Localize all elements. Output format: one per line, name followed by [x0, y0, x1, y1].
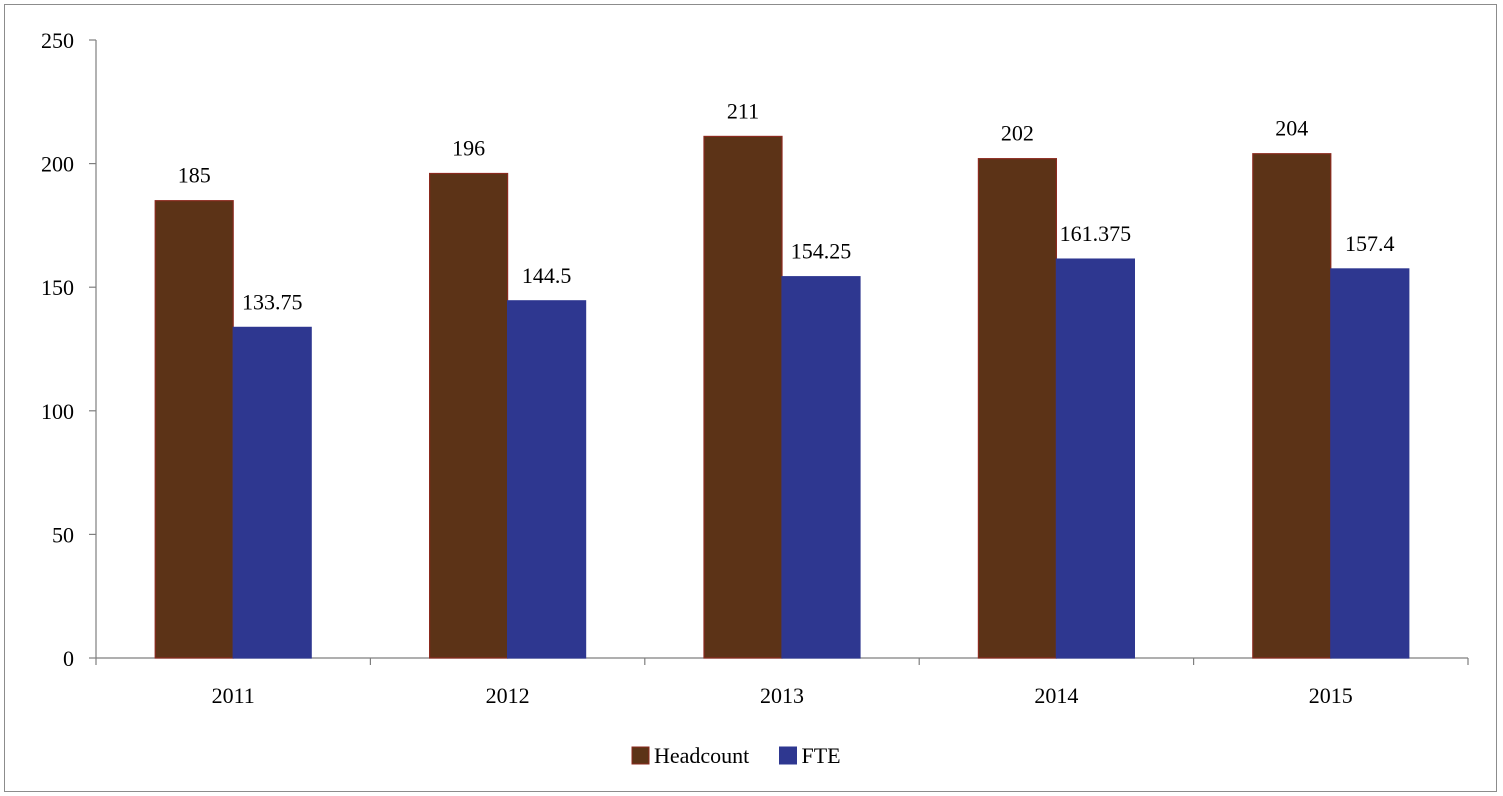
legend-label-fte: FTE — [802, 743, 841, 768]
y-tick-label: 100 — [41, 399, 74, 424]
y-tick-label: 250 — [41, 28, 74, 53]
bar-headcount-2015 — [1252, 153, 1332, 659]
x-tick-label: 2015 — [1309, 683, 1353, 708]
data-label-headcount-2011: 185 — [178, 163, 211, 188]
data-label-fte-2012: 144.5 — [522, 263, 572, 288]
bar-headcount-2011 — [154, 200, 234, 659]
x-tick-label: 2011 — [212, 683, 255, 708]
x-tick-label: 2012 — [486, 683, 530, 708]
bar-fte-2013 — [781, 276, 861, 659]
bar-fte-2015 — [1330, 268, 1410, 659]
legend-label-headcount: Headcount — [654, 743, 749, 768]
bar-headcount-2014 — [977, 158, 1058, 659]
data-label-fte-2014: 161.375 — [1060, 221, 1132, 246]
data-labels: 185 133.75 196 144.5 211 154.25 202 161.375 204 1… — [178, 98, 1395, 314]
y-tick-label: 150 — [41, 275, 74, 300]
bar-fte-2011 — [232, 326, 312, 659]
bar-headcount-2013 — [703, 135, 783, 659]
bar-fte-2012 — [507, 300, 587, 659]
data-label-fte-2015: 157.4 — [1345, 231, 1395, 256]
x-tick-label: 2014 — [1034, 683, 1078, 708]
bar-fte-2014 — [1055, 258, 1136, 659]
y-tick-label: 0 — [63, 646, 74, 671]
y-tick-label: 50 — [52, 522, 74, 547]
data-label-fte-2011: 133.75 — [242, 289, 303, 314]
data-label-headcount-2012: 196 — [452, 135, 485, 160]
data-label-headcount-2015: 204 — [1275, 116, 1308, 141]
legend-swatch-fte — [779, 746, 797, 765]
y-tick-label: 200 — [41, 152, 74, 177]
data-label-fte-2013: 154.25 — [791, 239, 852, 264]
x-tick-label: 2013 — [760, 683, 804, 708]
data-label-headcount-2014: 202 — [1001, 121, 1034, 146]
axes: 0 50 100 150 200 250 2011 2012 2013 2014 2015 — [41, 28, 1469, 708]
legend: Headcount FTE — [631, 743, 841, 768]
legend-swatch-headcount — [631, 746, 650, 765]
bar-headcount-2012 — [429, 172, 509, 659]
bars — [154, 135, 1410, 659]
data-label-headcount-2013: 211 — [727, 98, 759, 123]
